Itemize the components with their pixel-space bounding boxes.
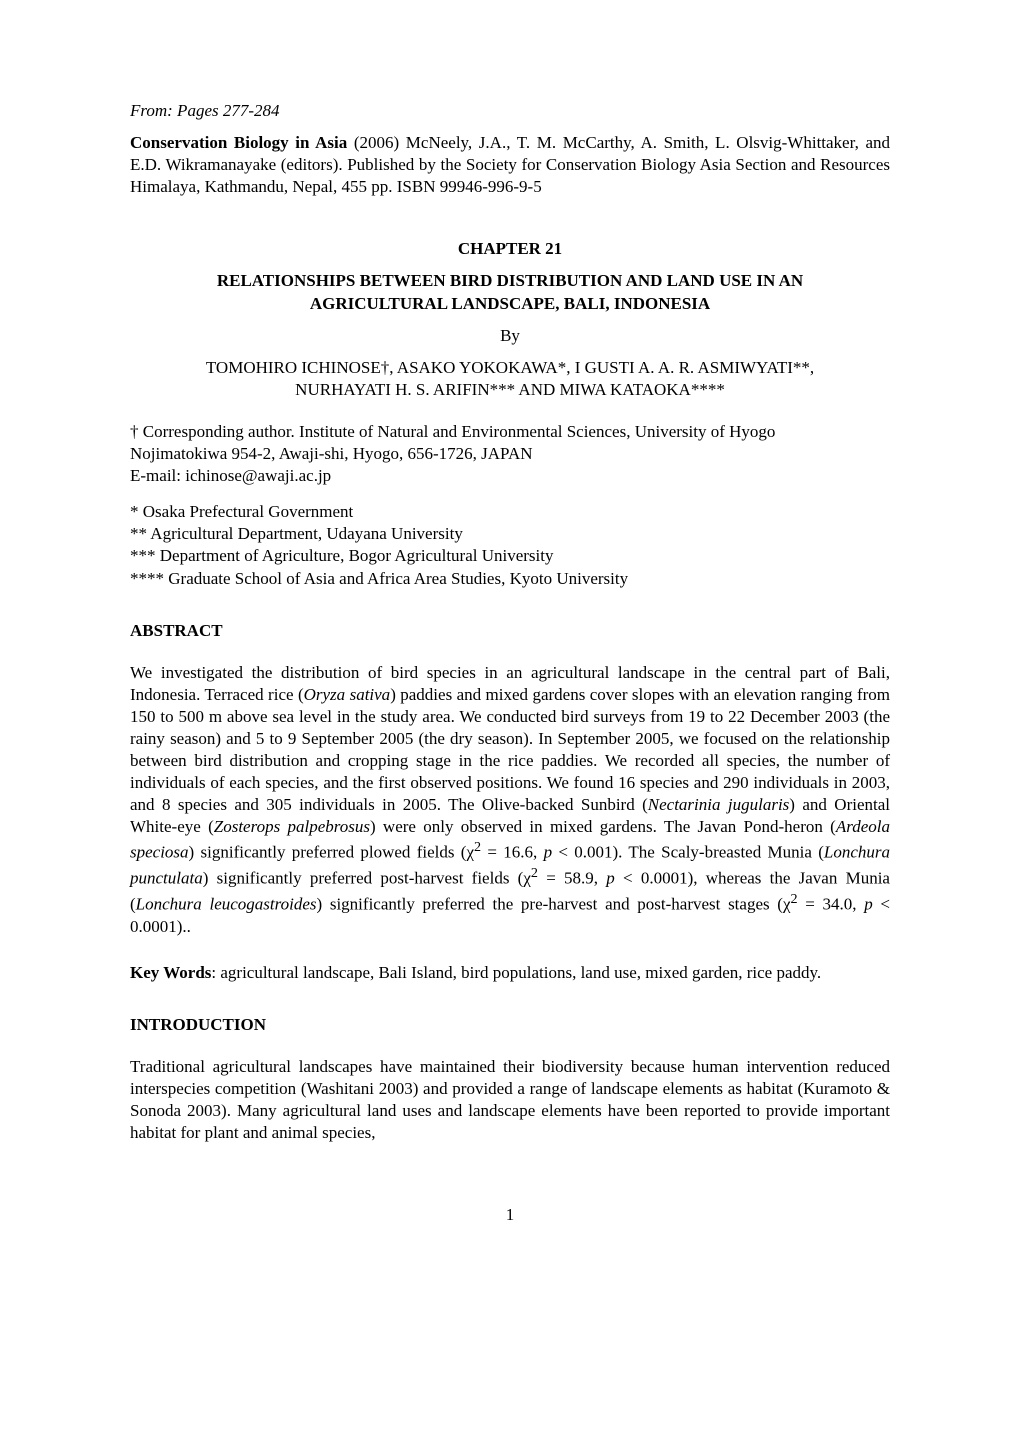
affiliation-line: *** Department of Agriculture, Bogor Agr… — [130, 545, 890, 567]
paper-title-line-2: AGRICULTURAL LANDSCAPE, BALI, INDONESIA — [130, 293, 890, 315]
page-container: From: Pages 277-284 Conservation Biology… — [0, 0, 1020, 1306]
corresponding-line-1: † Corresponding author. Institute of Nat… — [130, 421, 890, 443]
abstract-heading: ABSTRACT — [130, 620, 890, 642]
affiliation-line: **** Graduate School of Asia and Africa … — [130, 568, 890, 590]
affiliations-block: † Corresponding author. Institute of Nat… — [130, 421, 890, 590]
from-pages-line: From: Pages 277-284 — [130, 100, 890, 122]
chapter-heading: CHAPTER 21 — [130, 238, 890, 260]
affiliation-line: ** Agricultural Department, Udayana Univ… — [130, 523, 890, 545]
corresponding-line-2: Nojimatokiwa 954-2, Awaji-shi, Hyogo, 65… — [130, 443, 890, 465]
abstract-text: We investigated the distribution of bird… — [130, 662, 890, 938]
introduction-heading: INTRODUCTION — [130, 1014, 890, 1036]
by-label: By — [130, 325, 890, 347]
citation-title: Conservation Biology in Asia — [130, 133, 347, 152]
keywords-text: : agricultural landscape, Bali Island, b… — [211, 963, 821, 982]
paper-title-line-1: RELATIONSHIPS BETWEEN BIRD DISTRIBUTION … — [130, 270, 890, 292]
authors-line-2: NURHAYATI H. S. ARIFIN*** AND MIWA KATAO… — [130, 379, 890, 401]
keywords-label: Key Words — [130, 963, 211, 982]
paper-title: RELATIONSHIPS BETWEEN BIRD DISTRIBUTION … — [130, 270, 890, 314]
authors-line-1: TOMOHIRO ICHINOSE†, ASAKO YOKOKAWA*, I G… — [130, 357, 890, 379]
keywords-block: Key Words: agricultural landscape, Bali … — [130, 962, 890, 984]
corresponding-author-block: † Corresponding author. Institute of Nat… — [130, 421, 890, 487]
introduction-text: Traditional agricultural landscapes have… — [130, 1056, 890, 1144]
page-number: 1 — [130, 1204, 890, 1226]
citation-block: Conservation Biology in Asia (2006) McNe… — [130, 132, 890, 198]
authors-block: TOMOHIRO ICHINOSE†, ASAKO YOKOKAWA*, I G… — [130, 357, 890, 401]
corresponding-email: E-mail: ichinose@awaji.ac.jp — [130, 465, 890, 487]
affiliation-line: * Osaka Prefectural Government — [130, 501, 890, 523]
